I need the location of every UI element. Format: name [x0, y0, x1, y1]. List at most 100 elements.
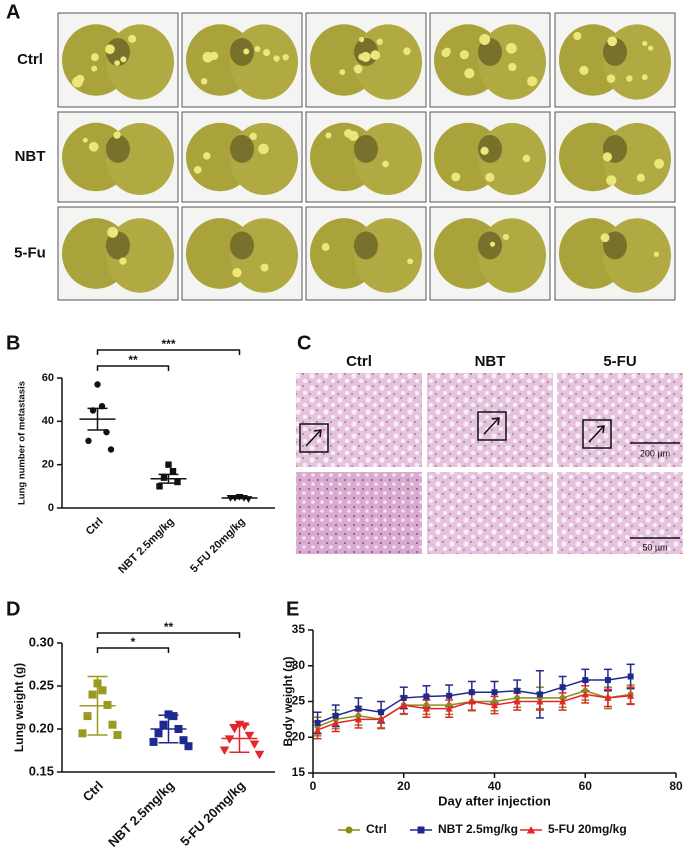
significance-bracket [96, 632, 241, 638]
x-tick-label: 5-FU 20mg/kg [188, 516, 247, 575]
nodule [459, 50, 469, 60]
point [400, 694, 407, 701]
point [378, 709, 385, 716]
lung-shade [106, 135, 130, 163]
nodule [451, 172, 461, 182]
nodule [325, 132, 332, 139]
point [446, 702, 453, 709]
nodule [82, 137, 88, 143]
nodule [254, 46, 261, 53]
point [174, 478, 181, 486]
point [164, 710, 173, 719]
nodule [441, 48, 450, 58]
nodule [243, 48, 250, 55]
nodule [641, 74, 648, 81]
point [165, 461, 172, 468]
significance-label: ** [164, 620, 174, 634]
nodule [636, 173, 645, 182]
nodule [200, 78, 208, 85]
micrograph [557, 373, 683, 467]
nodule [113, 131, 121, 139]
significance-label: * [131, 635, 136, 649]
micrographs [296, 373, 683, 554]
nodule [508, 62, 517, 72]
point [377, 716, 385, 723]
nodule [203, 152, 211, 160]
inset-box [477, 411, 507, 441]
nodule [193, 165, 202, 174]
nodule [489, 241, 496, 247]
arrow-head [313, 429, 322, 438]
panel-label: A [6, 1, 20, 23]
point [179, 736, 188, 745]
point [83, 712, 92, 721]
inset-box [582, 419, 612, 449]
point [536, 698, 544, 705]
y-tick-label: 60 [42, 372, 54, 384]
micrograph [296, 373, 422, 467]
nodule [72, 76, 83, 88]
nodule [579, 65, 589, 75]
significance-bracket [96, 365, 170, 371]
nodule [522, 154, 531, 163]
y-tick-label: 20 [292, 729, 306, 743]
panel-label: D [6, 598, 20, 620]
x-tick-label: 20 [397, 779, 411, 793]
nodule [353, 64, 363, 74]
lung-shade [230, 231, 254, 260]
column-label: 5-FU [603, 353, 636, 370]
lung-shade [354, 135, 378, 163]
point [445, 705, 453, 712]
x-tick-label: Ctrl [80, 778, 106, 804]
point [94, 381, 101, 388]
nodule [464, 68, 475, 79]
nodule [232, 267, 242, 278]
point [446, 692, 453, 699]
lung-shade [603, 38, 627, 66]
point [254, 750, 265, 760]
lung-photos [57, 12, 676, 301]
nodule [91, 65, 98, 72]
scale-label: 200 µm [640, 448, 670, 458]
x-tick-label: NBT 2.5mg/kg [116, 516, 176, 576]
nodule [88, 141, 99, 152]
nodule [606, 74, 616, 83]
point [582, 677, 589, 684]
nodule [382, 160, 389, 168]
nodule [358, 36, 365, 43]
scale-label: 50 µm [642, 542, 667, 552]
point [490, 701, 499, 709]
x-tick-label: 60 [579, 779, 593, 793]
point [159, 720, 168, 729]
x-tick-label: 80 [669, 779, 683, 793]
y-tick-label: 20 [42, 459, 54, 471]
point [103, 700, 112, 709]
point [582, 687, 589, 694]
point [491, 689, 498, 696]
point [355, 712, 362, 719]
nodule [358, 53, 365, 61]
row-label: Ctrl [17, 51, 43, 68]
nodule [114, 60, 120, 66]
y-tick-label: 40 [42, 415, 54, 427]
nodule [339, 69, 346, 76]
point [239, 722, 250, 731]
point [627, 673, 634, 680]
x-axis-title: Day after injection [438, 793, 551, 808]
point [160, 474, 168, 481]
y-tick-label: 0.30 [29, 634, 54, 649]
point [514, 687, 521, 694]
point [313, 726, 322, 734]
x-tick-label: 0 [310, 779, 317, 793]
nodule [502, 233, 510, 241]
nodule [527, 76, 538, 87]
micrograph [296, 472, 422, 554]
x-tick-label: 40 [488, 779, 502, 793]
y-tick-label: 0 [48, 502, 54, 514]
y-tick-label: 0.20 [29, 720, 54, 735]
point [88, 690, 97, 699]
point [184, 742, 193, 751]
nodule [263, 49, 271, 57]
point [149, 737, 158, 746]
